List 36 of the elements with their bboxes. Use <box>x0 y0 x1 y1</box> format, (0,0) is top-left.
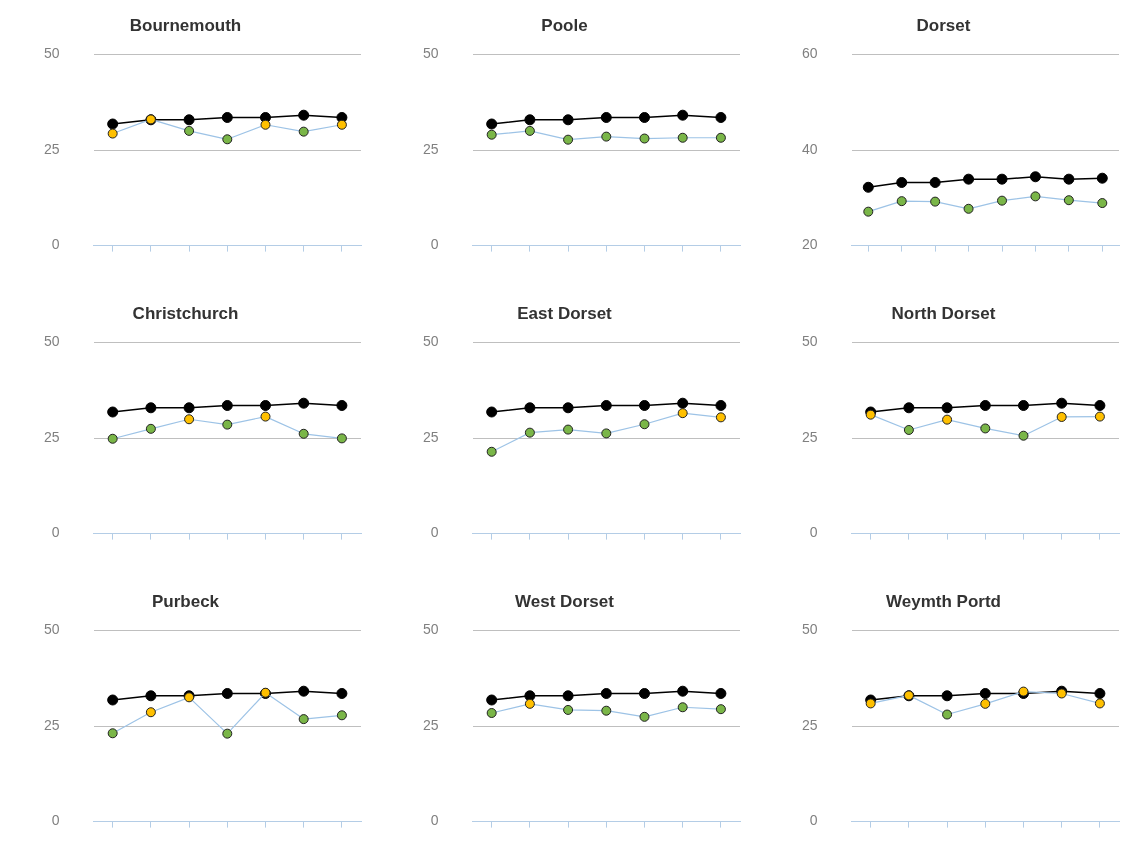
y-tick-label: 50 <box>801 621 818 638</box>
chart-title: West Dorset <box>515 591 615 611</box>
chart-title: Dorset <box>916 15 971 35</box>
y-tick-label: 0 <box>51 236 60 253</box>
chart-title: Weymth Portd <box>886 591 1001 611</box>
chart-title: Purbeck <box>151 591 220 611</box>
y-tick-label: 0 <box>809 524 818 541</box>
y-tick-label: 25 <box>422 716 439 733</box>
y-tick-label: 0 <box>51 524 60 541</box>
y-tick-label: 50 <box>43 333 60 350</box>
y-tick-label: 50 <box>422 333 439 350</box>
y-tick-label: 50 <box>422 45 439 62</box>
y-tick-label: 40 <box>801 140 818 157</box>
y-tick-label: 50 <box>422 621 439 638</box>
y-tick-label: 25 <box>422 140 439 157</box>
y-tick-label: 0 <box>430 812 439 829</box>
y-tick-label: 20 <box>801 236 818 253</box>
chart-title: Christchurch <box>132 303 239 323</box>
y-tick-label: 25 <box>801 428 818 445</box>
y-tick-label: 50 <box>43 45 60 62</box>
y-tick-label: 0 <box>51 812 60 829</box>
y-tick-label: 25 <box>801 716 818 733</box>
y-tick-label: 50 <box>801 333 818 350</box>
chart-title: Bournemouth <box>129 15 242 35</box>
chart-title: North Dorset <box>891 303 996 323</box>
y-tick-label: 25 <box>422 428 439 445</box>
y-tick-label: 0 <box>430 524 439 541</box>
y-tick-label: 25 <box>43 140 60 157</box>
y-tick-label: 25 <box>43 716 60 733</box>
chart-title: Poole <box>541 15 588 35</box>
chart-title: East Dorset <box>517 303 613 323</box>
y-tick-label: 50 <box>43 621 60 638</box>
y-tick-label: 0 <box>809 812 818 829</box>
y-tick-label: 25 <box>43 428 60 445</box>
y-tick-label: 60 <box>801 45 818 62</box>
y-tick-label: 0 <box>430 236 439 253</box>
